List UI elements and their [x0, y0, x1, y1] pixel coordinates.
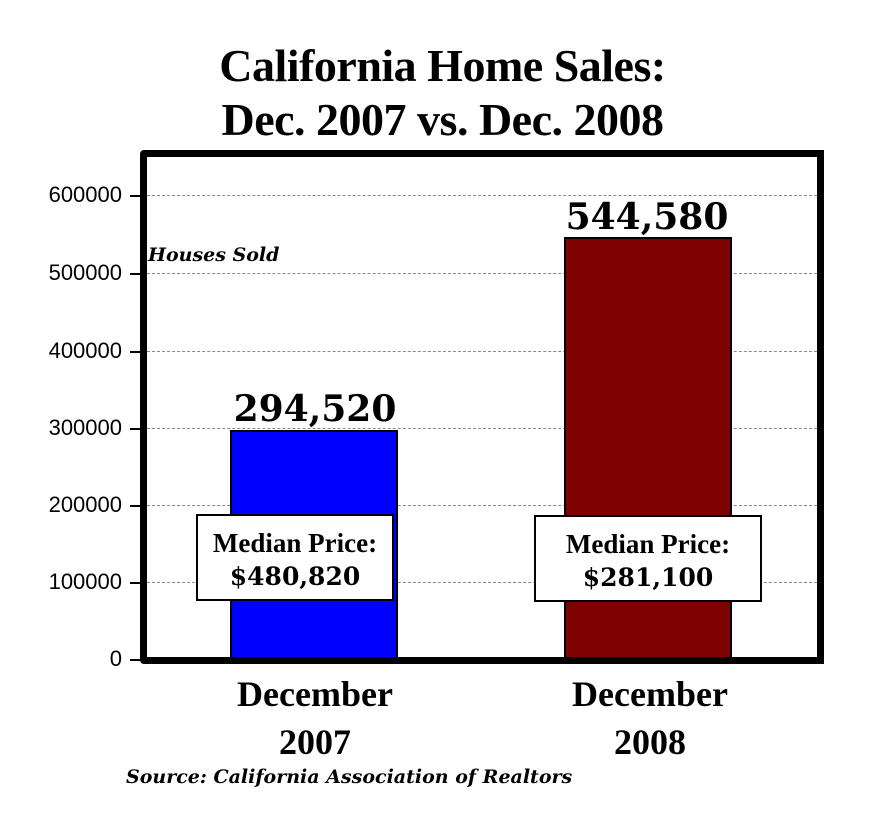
chart-title-line-2: Dec. 2007 vs. Dec. 2008	[221, 94, 664, 145]
y-tick-mark	[130, 428, 142, 430]
median-price-label: Median Price:	[565, 529, 731, 559]
x-label-month: December	[237, 674, 393, 714]
median-price-annotation-2007: Median Price: $480,820	[196, 514, 394, 601]
x-category-label-2007: December 2007	[190, 670, 440, 766]
gridline-600000	[147, 195, 817, 196]
chart-title-line-1: California Home Sales:	[219, 40, 666, 91]
x-label-year: 2008	[614, 722, 686, 762]
y-tick-label: 300000	[48, 415, 122, 440]
y-tick-label: 100000	[48, 569, 122, 594]
y-tick-label: 400000	[48, 338, 122, 363]
gridline-400000	[147, 351, 817, 352]
y-tick-mark	[130, 351, 142, 353]
y-axis-title: Houses Sold	[148, 244, 280, 266]
y-tick-mark	[130, 659, 142, 661]
x-label-month: December	[572, 674, 728, 714]
source-note: Source: California Association of Realto…	[126, 766, 573, 788]
gridline-200000	[147, 505, 817, 506]
median-price-value: $281,100	[582, 563, 714, 592]
gridline-500000	[147, 273, 817, 274]
median-price-annotation-2008: Median Price: $281,100	[534, 515, 762, 602]
plot-area-frame	[140, 150, 824, 664]
y-tick-mark	[130, 273, 142, 275]
y-tick-mark	[130, 505, 142, 507]
y-tick-label: 200000	[48, 492, 122, 517]
x-label-year: 2007	[279, 722, 351, 762]
median-price-value: $480,820	[229, 562, 361, 591]
y-tick-label: 0	[109, 646, 122, 671]
y-tick-label: 500000	[48, 260, 122, 285]
gridline-100000	[147, 582, 817, 583]
median-price-label: Median Price:	[212, 528, 378, 558]
y-tick-mark	[130, 582, 142, 584]
gridline-300000	[147, 428, 817, 429]
bar-value-label-2007: 294,520	[233, 388, 397, 430]
y-tick-mark	[130, 195, 142, 197]
y-tick-label: 600000	[48, 182, 122, 207]
x-category-label-2008: December 2008	[525, 670, 775, 766]
bar-value-label-2008: 544,580	[565, 196, 729, 238]
